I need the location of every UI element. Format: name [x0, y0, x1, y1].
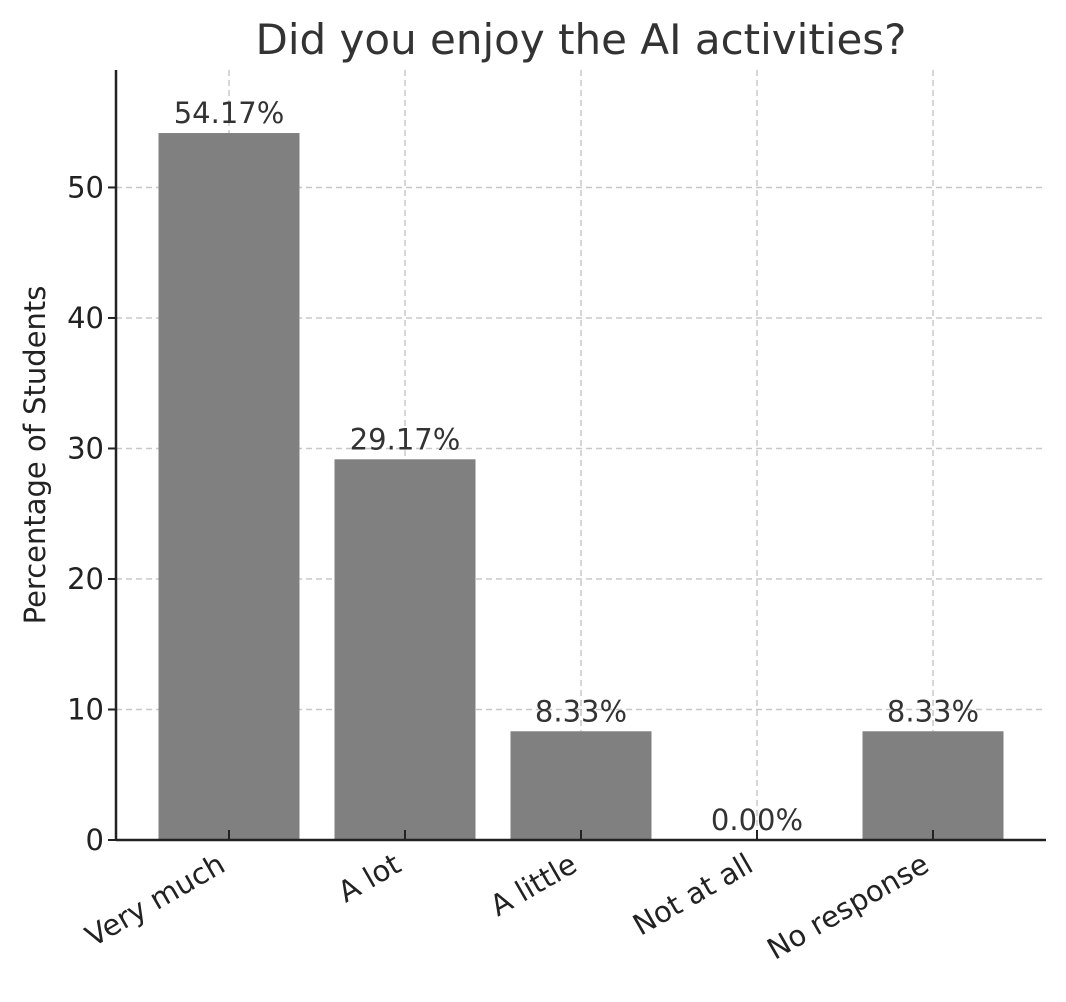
y-axis-label: Percentage of Students — [18, 286, 52, 625]
data-label: 54.17% — [174, 96, 285, 130]
chart-title: Did you enjoy the AI activities? — [256, 15, 907, 64]
x-tick-label: A little — [484, 847, 582, 923]
x-tick-label: No response — [761, 847, 934, 967]
y-tick-label: 30 — [67, 431, 104, 465]
y-tick-label: 50 — [67, 170, 104, 204]
axis-layer — [108, 70, 1046, 842]
bar — [334, 459, 476, 840]
x-tick-label: A lot — [332, 847, 406, 910]
bar — [158, 133, 300, 841]
bar — [510, 731, 652, 840]
data-label: 29.17% — [350, 422, 461, 456]
y-tick-label: 10 — [67, 692, 104, 726]
x-tick-label: Not at all — [627, 847, 759, 943]
y-tick-label: 20 — [67, 562, 104, 596]
x-tick-label: Very much — [80, 847, 231, 954]
y-tick-label: 40 — [67, 301, 104, 335]
data-label: 8.33% — [887, 694, 979, 728]
data-label: 0.00% — [711, 803, 803, 837]
bar-layer — [158, 133, 1004, 841]
y-tick-label: 0 — [86, 823, 104, 857]
bar — [862, 731, 1004, 840]
data-label: 8.33% — [535, 694, 627, 728]
